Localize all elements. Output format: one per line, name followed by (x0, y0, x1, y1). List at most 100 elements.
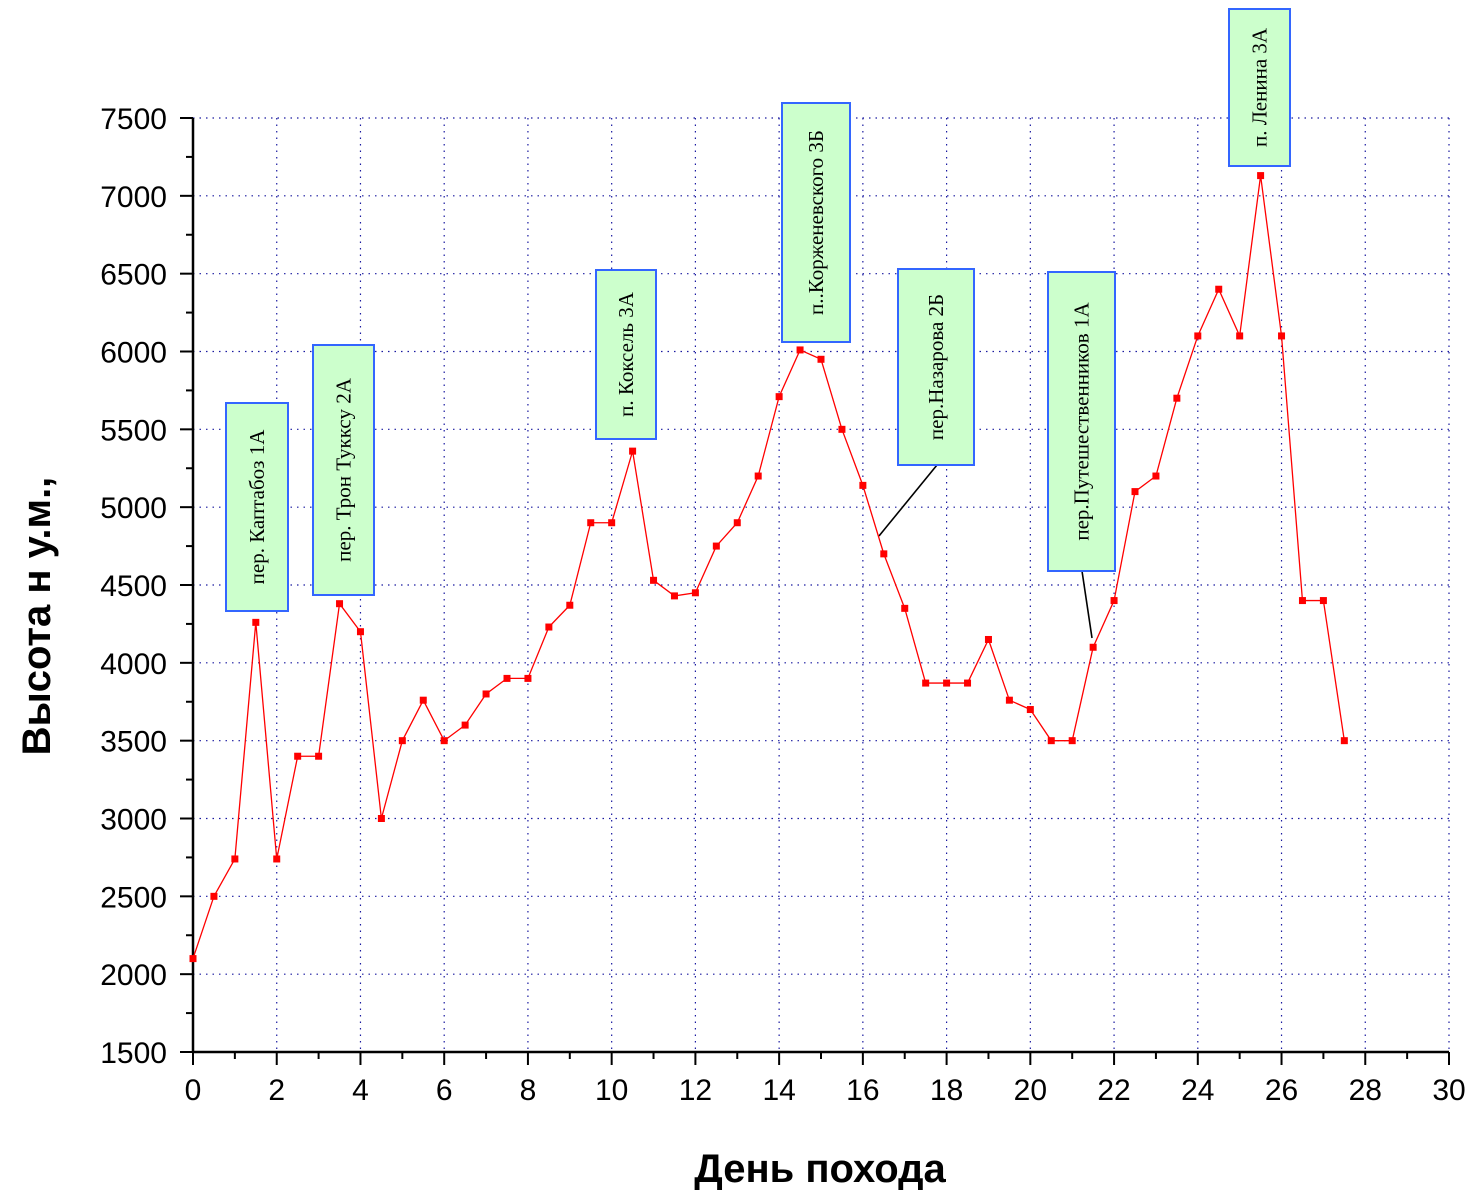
y-tick-label: 7500 (100, 103, 167, 136)
data-point (922, 679, 930, 687)
x-tick-label: 8 (520, 1074, 537, 1107)
annotations: пер. Каптабоз 1А пер. Трон Тукксу 2А п. Ко… (225, 8, 1291, 612)
data-point (629, 447, 637, 455)
data-point (377, 815, 385, 822)
annotation-box-rect (225, 402, 289, 612)
data-point (273, 855, 281, 863)
data-point (796, 346, 804, 354)
data-point (733, 519, 741, 527)
annotation-box: п..Корженевского 3Б (781, 102, 851, 343)
y-tick-label: 2500 (100, 881, 167, 914)
data-point (1236, 332, 1244, 340)
annotation-box-rect (595, 269, 657, 440)
data-point (1278, 332, 1286, 340)
data-point (964, 679, 972, 687)
data-point (712, 542, 720, 550)
data-point (1257, 172, 1265, 180)
data-point (482, 690, 490, 698)
data-point (1194, 332, 1202, 340)
data-point (1173, 394, 1181, 402)
data-point (1298, 597, 1306, 605)
x-tick-label: 20 (1014, 1074, 1047, 1107)
data-point (461, 721, 469, 729)
data-point (670, 592, 678, 600)
x-tick-label: 16 (846, 1074, 879, 1107)
data-point (252, 618, 260, 626)
x-axis-title: День похода (694, 1147, 946, 1191)
data-point (775, 393, 783, 401)
data-point (503, 674, 511, 682)
y-tick-label: 1500 (100, 1037, 167, 1070)
x-tick-label: 24 (1181, 1074, 1214, 1107)
data-point (1131, 488, 1139, 496)
annotation-label: пер.Назарова 2Б (924, 294, 948, 440)
data-point (1340, 737, 1348, 745)
series-elevation (189, 172, 1348, 963)
annotation-box: пер.Путешественников 1А (1047, 271, 1116, 572)
data-point (419, 696, 427, 704)
y-tick-label: 6500 (100, 259, 167, 292)
y-tick-label: 5000 (100, 492, 167, 525)
annotation-label: пер. Трон Тукксу 2А (332, 377, 356, 562)
annotation-box: пер. Каптабоз 1А (225, 402, 289, 612)
annotation-box: пер. Трон Тукксу 2А (312, 344, 375, 596)
data-point (189, 955, 197, 963)
annotation-box-rect (312, 344, 375, 596)
x-tick-label: 10 (595, 1074, 628, 1107)
data-point (838, 425, 846, 433)
data-point (440, 737, 448, 745)
data-point (984, 635, 992, 643)
x-tick-label: 0 (185, 1074, 202, 1107)
data-point (356, 628, 364, 636)
data-point (608, 519, 616, 527)
data-point (650, 576, 658, 584)
data-point (754, 472, 762, 480)
data-point (566, 601, 574, 609)
data-point (231, 855, 239, 863)
data-point (336, 600, 344, 608)
annotation-box-rect (1228, 8, 1291, 167)
data-point (1068, 737, 1076, 745)
x-tick-label: 4 (352, 1074, 369, 1107)
data-point (210, 892, 218, 900)
annotation-box-rect (1047, 271, 1116, 572)
annotation-box: п. Ленина 3А (1228, 8, 1291, 167)
y-tick-label: 4000 (100, 648, 167, 681)
data-point (859, 481, 867, 489)
x-tick-label: 2 (268, 1074, 285, 1107)
data-point (1047, 737, 1055, 745)
data-point (545, 623, 553, 631)
data-point (524, 674, 532, 682)
data-point (1026, 706, 1034, 714)
annotation-leader (878, 464, 938, 537)
data-point (1110, 597, 1118, 605)
annotation-leaders (878, 464, 1093, 639)
y-tick-label: 3500 (100, 726, 167, 759)
x-tick-label: 6 (436, 1074, 453, 1107)
data-point (1319, 597, 1327, 605)
y-tick-label: 2000 (100, 959, 167, 992)
annotation-label: пер.Путешественников 1А (1070, 302, 1094, 541)
y-tick-label: 3000 (100, 804, 167, 837)
data-point (817, 355, 825, 363)
x-tick-label: 18 (930, 1074, 963, 1107)
y-tick-label: 6000 (100, 337, 167, 370)
annotation-leader (1081, 570, 1093, 639)
data-point (901, 604, 909, 612)
annotation-box-rect (781, 102, 851, 343)
x-tick-label: 28 (1349, 1074, 1382, 1107)
annotation-label: пер. Каптабоз 1А (245, 429, 269, 585)
y-tick-label: 5500 (100, 414, 167, 447)
y-tick-label: 7000 (100, 181, 167, 214)
data-point (398, 737, 406, 745)
axes: 0 2 4 6 8 10 12 14 16 18 20 22 24 26 28 301500200025003… (100, 103, 1465, 1107)
data-point (943, 679, 951, 687)
y-axis-title: Высота н у.м., (15, 477, 59, 756)
annotation-label: п. Коксель 3А (614, 291, 638, 417)
annotation-box: п. Коксель 3А (595, 269, 657, 440)
data-point (315, 752, 323, 760)
x-tick-label: 26 (1265, 1074, 1298, 1107)
data-point (1005, 696, 1013, 704)
